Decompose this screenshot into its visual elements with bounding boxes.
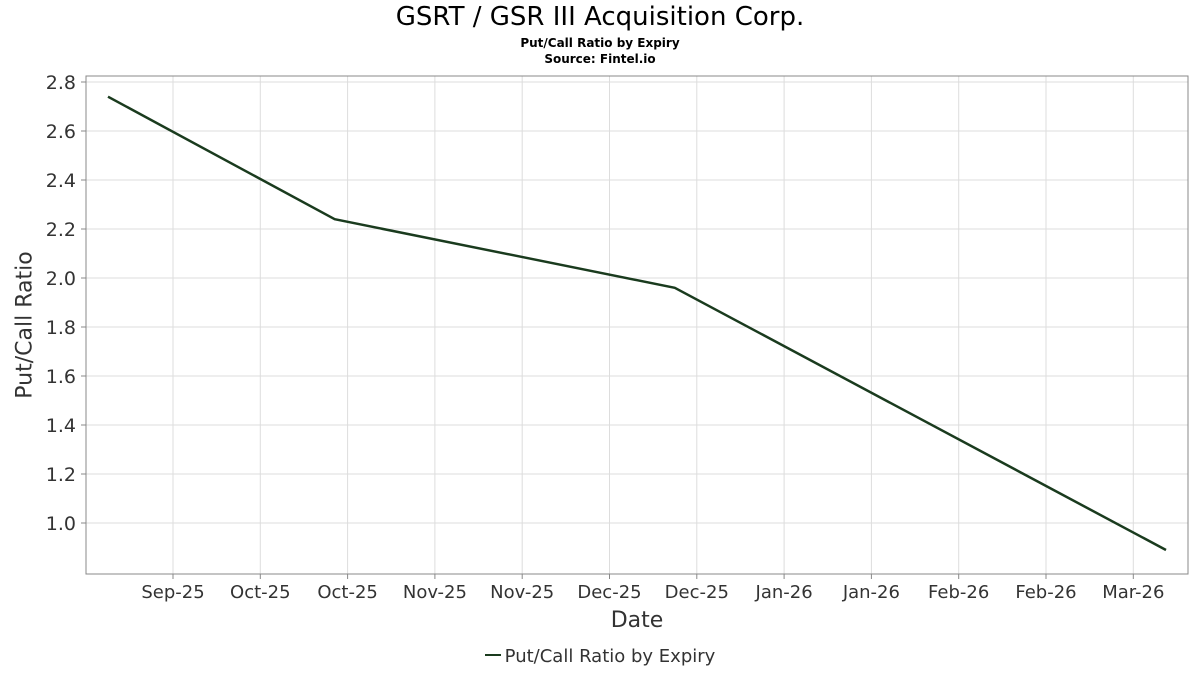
x-tick-label: Oct-25 — [317, 582, 378, 603]
axis-ticks: 1.0 1.2 1.4 1.6 1.8 2.0 2.2 2.4 2.6 2.8 Sep-25 Oct-… — [46, 72, 1165, 603]
chart-title: GSRT / GSR III Acquisition Corp. — [395, 2, 805, 32]
y-tick-label: 1.2 — [46, 464, 76, 486]
legend: Put/Call Ratio by Expiry — [0, 646, 1200, 667]
x-tick-label: Mar-26 — [1102, 582, 1164, 603]
series-layer — [107, 95, 1167, 552]
chart-source: Source: Fintel.io — [544, 52, 656, 66]
series-line-put-call-ratio — [107, 95, 1167, 552]
x-tick-label: Jan-26 — [755, 582, 813, 603]
x-tick-label: Feb-26 — [1015, 582, 1076, 603]
y-tick-label: 1.8 — [46, 317, 76, 339]
chart-subtitle: Put/Call Ratio by Expiry — [520, 36, 680, 50]
x-tick-label: Nov-25 — [403, 582, 467, 603]
y-tick-label: 2.8 — [46, 72, 76, 94]
x-tick-label: Feb-26 — [928, 582, 989, 603]
y-axis-label: Put/Call Ratio — [12, 251, 38, 399]
x-axis-label: Date — [610, 608, 664, 633]
y-tick-label: 1.0 — [46, 513, 76, 535]
x-tick-label: Nov-25 — [490, 582, 554, 603]
grid — [86, 76, 1188, 574]
y-tick-label: 1.4 — [46, 415, 76, 437]
plot-frame — [85, 75, 1189, 575]
legend-swatch — [484, 654, 501, 656]
y-tick-label: 1.6 — [46, 366, 76, 388]
x-tick-label: Sep-25 — [141, 582, 204, 603]
x-tick-label: Jan-26 — [842, 582, 900, 603]
x-tick-label: Dec-25 — [665, 582, 729, 603]
legend-label: Put/Call Ratio by Expiry — [504, 646, 716, 667]
x-tick-label: Oct-25 — [230, 582, 291, 603]
y-tick-label: 2.4 — [46, 170, 76, 192]
y-tick-label: 2.2 — [46, 219, 76, 241]
x-tick-label: Dec-25 — [577, 582, 641, 603]
y-tick-label: 2.6 — [46, 121, 76, 143]
y-tick-label: 2.0 — [46, 268, 76, 290]
